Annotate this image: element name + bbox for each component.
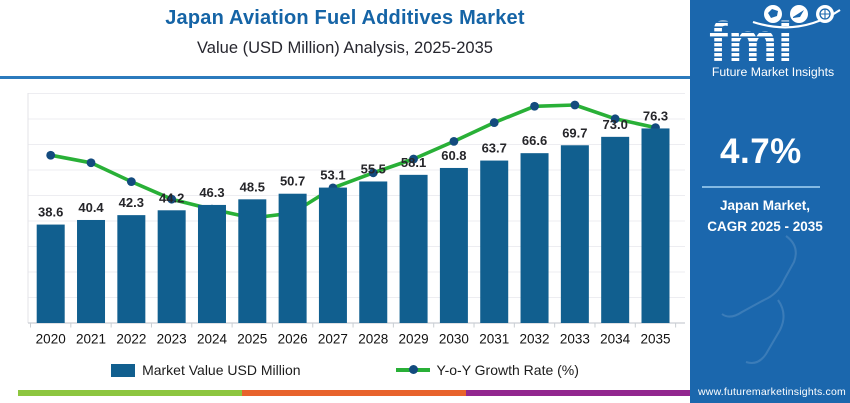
growth-marker	[368, 168, 378, 178]
x-axis-label: 2025	[237, 332, 267, 347]
x-axis-label: 2030	[439, 332, 469, 347]
bar-value-label: 42.3	[119, 195, 144, 210]
cagr-value: 4.7%	[720, 132, 802, 171]
brand-panel: fmi Future Market Insights 4.7% Japan Ma…	[690, 0, 850, 403]
bar-value-label: 44.2	[159, 190, 184, 205]
japan-map-outline-icon	[721, 235, 797, 364]
footer-stripe-orange	[242, 390, 466, 396]
growth-marker	[610, 114, 620, 124]
cagr-label-line1: Japan Market,	[719, 198, 811, 213]
x-axis-label: 2021	[76, 332, 106, 347]
x-axis-label: 2026	[278, 332, 308, 347]
bar-value-label: 55.5	[361, 161, 386, 176]
plane-icon	[790, 5, 808, 23]
line-swatch-icon	[395, 365, 430, 375]
growth-marker	[530, 101, 539, 111]
value-bar	[480, 160, 509, 323]
cagr-label: Japan Market, CAGR 2025 - 2035	[690, 196, 840, 238]
value-bar	[359, 181, 388, 323]
fmi-wordmark: fmi	[709, 10, 793, 73]
bar-value-label: 73.0	[603, 117, 628, 132]
value-bar	[399, 174, 428, 323]
x-axis-label: 2031	[479, 332, 509, 347]
value-bar	[601, 136, 630, 323]
bar-value-label: 53.1	[320, 168, 345, 183]
bar-swatch-icon	[111, 363, 136, 377]
x-axis-label: 2034	[600, 332, 631, 347]
growth-marker	[409, 154, 418, 164]
value-bar	[117, 215, 146, 323]
globe-icon	[816, 5, 834, 23]
value-bar	[238, 199, 267, 323]
value-bar	[318, 187, 347, 323]
website-url[interactable]: www.futuremarketinsights.com	[698, 386, 846, 398]
chart-title: Japan Aviation Fuel Additives Market	[165, 7, 525, 29]
growth-marker	[167, 194, 177, 204]
map-icon	[764, 5, 782, 23]
fmi-logo: fmi Future Market Insights	[709, 5, 841, 79]
value-bar	[36, 224, 65, 323]
footer-stripe-green	[18, 390, 242, 396]
bar-value-label: 48.5	[240, 179, 265, 194]
x-axis-label: 2024	[197, 332, 228, 347]
x-axis-label: 2032	[520, 332, 550, 347]
legend-item-growth-rate: Y-o-Y Growth Rate (%)	[395, 362, 579, 378]
bar-value-label: 46.3	[199, 185, 224, 200]
legend-label: Market Value USD Million	[142, 362, 301, 378]
bar-value-label: 63.7	[482, 141, 507, 156]
footer-stripe	[18, 390, 690, 396]
bar-value-label: 66.6	[522, 133, 547, 148]
value-bar	[77, 219, 106, 323]
fmi-brand-name: Future Market Insights	[712, 65, 834, 79]
bar-value-label: 76.3	[643, 108, 668, 123]
x-axis-label: 2035	[640, 332, 670, 347]
value-bar	[439, 167, 468, 323]
footer-stripe-purple	[466, 390, 690, 396]
value-bar	[157, 210, 186, 323]
growth-line	[48, 103, 658, 220]
chart-section: Japan Aviation Fuel Additives Market Val…	[0, 7, 690, 396]
growth-marker	[86, 158, 96, 168]
growth-marker	[46, 150, 56, 160]
x-axis-label: 2023	[157, 332, 187, 347]
stat-divider	[702, 186, 820, 188]
value-bar	[520, 153, 549, 323]
header-divider	[0, 76, 690, 79]
growth-marker	[489, 118, 499, 127]
line-marker-icon	[408, 365, 418, 375]
x-axis-label: 2028	[358, 332, 388, 347]
cagr-label-line2: CAGR 2025 - 2035	[707, 218, 823, 234]
x-axis-label: 2033	[560, 332, 590, 347]
value-bar	[641, 128, 670, 323]
growth-marker	[449, 137, 459, 146]
bar-value-label: 38.6	[38, 205, 63, 220]
legend-item-market-value: Market Value USD Million	[111, 362, 301, 378]
bar-value-label: 58.1	[401, 155, 426, 170]
value-bar	[278, 193, 307, 323]
value-bar	[197, 204, 226, 323]
market-chart: 38.6 40.4 42.3 44.2 46.3 48.5 50.7 53.1 55.5 58.1…	[27, 93, 685, 347]
chart-subtitle: Value (USD Million) Analysis, 2025-2035	[197, 39, 493, 57]
legend-label: Y-o-Y Growth Rate (%)	[436, 362, 579, 378]
x-axis-label: 2029	[399, 332, 429, 347]
growth-marker	[126, 177, 136, 186]
bar-value-label: 40.4	[78, 200, 104, 215]
value-bar	[560, 145, 589, 323]
growth-marker	[570, 100, 580, 110]
bar-value-label: 50.7	[280, 174, 305, 189]
x-axis-label: 2027	[318, 332, 348, 347]
bar-value-label: 69.7	[562, 125, 587, 140]
x-axis-label: 2020	[36, 332, 66, 347]
bar-value-label: 60.8	[441, 148, 466, 163]
x-axis-label: 2022	[116, 332, 146, 347]
chart-legend: Market Value USD Million Y-o-Y Growth Ra…	[0, 362, 690, 378]
